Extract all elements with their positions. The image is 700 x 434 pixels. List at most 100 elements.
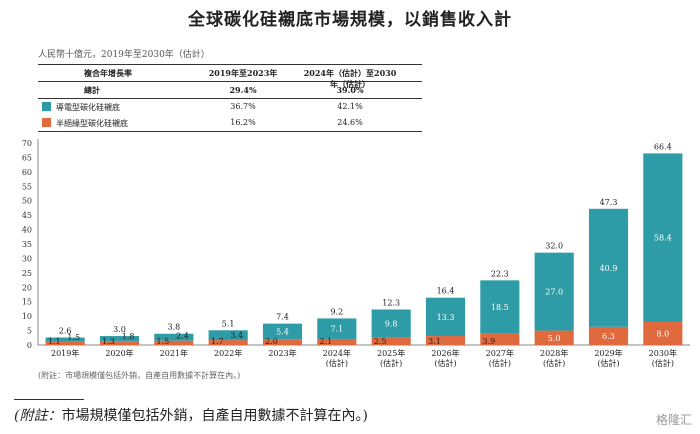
- data-label-conductive: 27.0: [545, 288, 563, 297]
- unit-label: 人民幣十億元，2019年至2030年（估計）: [38, 50, 210, 60]
- data-label-semi-insulating: 3.9: [483, 337, 496, 346]
- data-label-total: 12.3: [382, 299, 400, 308]
- bar-conductive: [588, 208, 629, 327]
- bar-semi-insulating: [643, 321, 683, 345]
- data-label-semi-insulating: 2.0: [265, 337, 278, 346]
- y-tick-label: 50: [22, 197, 32, 206]
- cagr-row-label: 導電型碳化硅襯底: [56, 103, 120, 112]
- data-label-conductive: 9.8: [385, 320, 398, 329]
- cagr-header-label: 複合年增長率: [84, 68, 132, 78]
- data-label-total: 5.1: [222, 319, 235, 328]
- data-label-total: 47.3: [600, 198, 618, 207]
- page-title: 全球碳化硅襯底市場規模，以銷售收入計: [188, 10, 512, 30]
- data-label-conductive: 18.5: [491, 303, 509, 312]
- bar-conductive: [534, 252, 574, 331]
- cagr-row-v2: 42.1%: [337, 102, 363, 111]
- cagr-total-row: 總計 29.4% 39.0%: [38, 82, 422, 99]
- bar-conductive: [99, 336, 140, 342]
- y-tick-label: 70: [22, 139, 32, 148]
- y-tick-label: 5: [27, 327, 32, 336]
- x-tick-label: (估計): [489, 358, 511, 368]
- bar-semi-insulating: [262, 339, 303, 345]
- y-tick-label: 45: [22, 211, 32, 220]
- bar-semi-insulating: [208, 340, 248, 345]
- x-tick-label: (估計): [326, 358, 348, 368]
- x-tick-label: 2025年: [377, 348, 405, 358]
- data-label-semi-insulating: 1.7: [211, 337, 224, 346]
- bar-conductive: [317, 318, 357, 339]
- cagr-header-period2: 2024年（估計）至2030年（估計）: [303, 68, 397, 89]
- data-label-total: 7.4: [276, 313, 289, 322]
- bar-semi-insulating: [99, 341, 140, 345]
- data-label-total: 66.4: [654, 142, 672, 151]
- bar-conductive: [208, 330, 248, 341]
- cagr-row-v2: 24.6%: [337, 118, 363, 127]
- bar-semi-insulating: [534, 330, 574, 345]
- data-label-total: 16.4: [437, 287, 455, 296]
- x-tick-label: 2026年: [431, 348, 459, 358]
- data-label-semi-insulating: 2.1: [320, 337, 333, 346]
- data-label-conductive: 13.3: [437, 313, 455, 322]
- data-label-total: 3.8: [167, 323, 180, 332]
- data-label-semi-insulating: 6.3: [602, 332, 615, 341]
- cagr-header-row: 複合年增長率 2019年至2023年 2024年（估計）至2030年（估計）: [38, 64, 422, 89]
- footnote-text: 市場規模僅包括外銷，自產自用數據不計算在內。): [61, 408, 368, 424]
- cagr-total-v1: 29.4%: [229, 85, 257, 95]
- bar-semi-insulating: [425, 336, 466, 345]
- cagr-row-semi-insulating: 半絕緣型碳化硅襯底 16.2% 24.6%: [38, 115, 422, 132]
- y-tick-label: 15: [22, 298, 32, 307]
- bar-conductive: [371, 309, 411, 338]
- x-tick-label: (估計): [597, 358, 619, 368]
- x-tick-label: 2028年: [540, 348, 568, 358]
- bar-semi-insulating: [480, 333, 520, 345]
- data-label-semi-insulating: 2.5: [374, 337, 387, 346]
- chart-footnote: (附註：市場規模僅包括外銷，自產自用數據不計算在內。): [38, 371, 241, 380]
- footnote-prefix: (附註：: [14, 408, 62, 424]
- y-tick-label: 25: [22, 269, 32, 278]
- data-label-conductive: 5.4: [276, 327, 289, 336]
- x-tick-label: 2030年: [649, 348, 677, 358]
- cagr-total-v2: 39.0%: [336, 85, 364, 95]
- cagr-total-label: 總計: [84, 85, 100, 95]
- legend-swatch-semi-insulating: [42, 118, 51, 127]
- watermark: 格隆汇: [655, 413, 692, 427]
- x-tick-label: (估計): [434, 358, 456, 368]
- data-label-semi-insulating: 1.1: [48, 337, 61, 346]
- y-tick-label: 20: [22, 283, 32, 292]
- x-tick-label: 2024年: [323, 348, 351, 358]
- bar-conductive: [480, 280, 520, 334]
- bar-conductive: [262, 323, 303, 340]
- legend-swatch-conductive: [42, 102, 51, 111]
- x-tick-label: 2020年: [105, 348, 133, 358]
- data-label-semi-insulating: 3.1: [428, 337, 441, 346]
- x-tick-label: 2023年: [268, 348, 296, 358]
- data-label-total: 2.6: [59, 326, 72, 335]
- bar-conductive: [643, 153, 683, 322]
- cagr-header-period1: 2019年至2023年: [208, 68, 278, 78]
- data-label-conductive: 3.4: [230, 331, 243, 340]
- data-label-semi-insulating: 1.5: [157, 337, 170, 346]
- x-tick-label: 2021年: [160, 348, 188, 358]
- data-label-conductive: 40.9: [600, 264, 618, 273]
- data-label-total: 22.3: [491, 269, 509, 278]
- cagr-row-conductive: 導電型碳化硅襯底 36.7% 42.1%: [38, 99, 422, 115]
- bar-semi-insulating: [588, 326, 629, 345]
- bar-conductive: [154, 333, 194, 341]
- data-label-conductive: 7.1: [330, 325, 343, 334]
- data-label-total: 3.0: [113, 325, 126, 334]
- data-label-conductive: 2.4: [176, 332, 189, 341]
- y-tick-label: 40: [22, 226, 32, 235]
- data-label-conductive: 1.8: [122, 332, 135, 341]
- data-label-total: 32.0: [545, 242, 563, 251]
- x-tick-label: 2022年: [214, 348, 242, 358]
- data-label-semi-insulating: 1.3: [102, 337, 115, 346]
- y-tick-label: 65: [22, 153, 32, 162]
- y-tick-label: 60: [22, 168, 32, 177]
- cagr-row-v1: 36.7%: [230, 102, 256, 111]
- bar-conductive: [425, 297, 466, 337]
- bar-conductive: [45, 337, 85, 342]
- x-tick-label: (估計): [380, 358, 402, 368]
- x-tick-label: (估計): [652, 358, 674, 368]
- x-tick-label: 2027年: [486, 348, 514, 358]
